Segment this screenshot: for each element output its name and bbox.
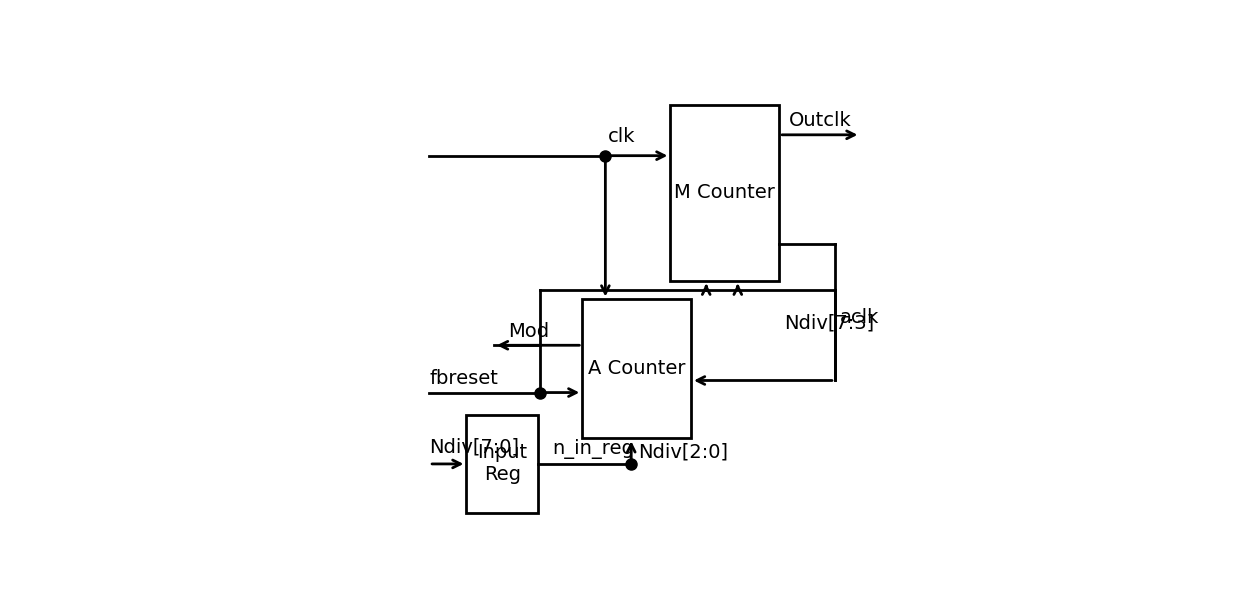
Text: clk: clk — [608, 128, 635, 146]
Text: Outclk: Outclk — [789, 111, 851, 130]
Text: n_in_reg: n_in_reg — [552, 439, 634, 459]
Text: Mod: Mod — [508, 321, 549, 341]
Text: Input
Reg: Input Reg — [477, 444, 527, 485]
Text: aclk: aclk — [839, 308, 879, 327]
Text: Ndiv[7:3]: Ndiv[7:3] — [784, 313, 874, 332]
FancyBboxPatch shape — [583, 299, 691, 438]
FancyBboxPatch shape — [671, 105, 779, 281]
Text: fbreset: fbreset — [429, 369, 498, 388]
FancyBboxPatch shape — [466, 415, 538, 513]
Text: M Counter: M Counter — [675, 183, 775, 202]
Text: A Counter: A Counter — [588, 359, 686, 379]
Text: Ndiv[2:0]: Ndiv[2:0] — [639, 442, 728, 462]
Text: Ndiv[7:0]: Ndiv[7:0] — [429, 438, 520, 457]
